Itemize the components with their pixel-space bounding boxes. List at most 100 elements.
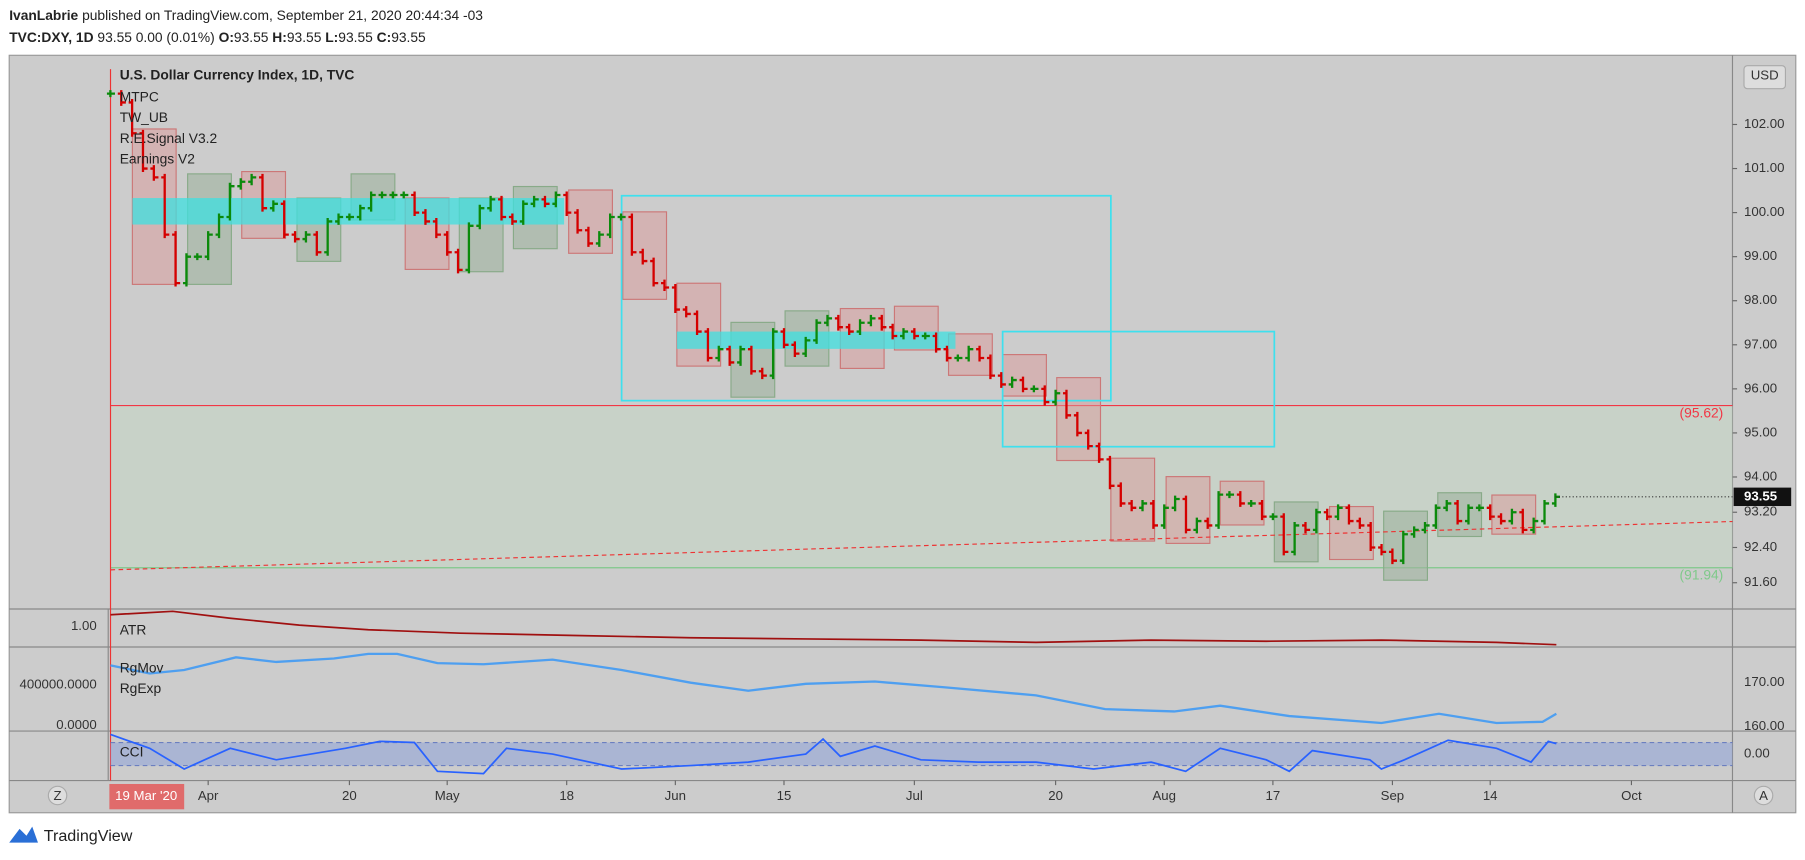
price-bar — [465, 222, 474, 274]
price-bar — [1388, 548, 1398, 565]
x-tick-label: 14 — [1483, 788, 1498, 803]
cyan-box — [1001, 330, 1276, 448]
price-bar — [1182, 495, 1191, 534]
change: 93.55 0.00 (0.01%) — [97, 29, 214, 45]
price-bar — [400, 191, 409, 199]
price-bar — [1302, 522, 1311, 534]
price-bar — [1193, 517, 1202, 534]
x-tick-label: 20 — [1048, 788, 1063, 803]
price-bar — [280, 200, 289, 239]
y-tick-label: 96.00 — [1744, 380, 1777, 395]
cyan-box — [620, 194, 1112, 402]
atr-line — [110, 610, 1557, 646]
header-line: IvanLabrie published on TradingView.com,… — [9, 7, 483, 23]
y-tick-label: 102.00 — [1744, 116, 1784, 131]
price-bar — [476, 204, 485, 230]
bars-layer — [106, 90, 1560, 565]
price-bar — [1454, 499, 1463, 525]
button-label[interactable]: A — [1759, 788, 1768, 803]
price-bar — [498, 195, 507, 221]
pane-label: ATR — [120, 622, 147, 638]
price-bar — [726, 345, 735, 366]
buy-box — [187, 173, 232, 285]
price-bar — [367, 191, 376, 212]
price-bar — [411, 191, 420, 217]
price-bar — [997, 372, 1006, 388]
price-bar — [965, 345, 974, 362]
logo — [9, 826, 38, 843]
y-tick-label: 91.60 — [1744, 574, 1777, 589]
price-bar — [1345, 504, 1354, 525]
price-bar — [530, 195, 539, 208]
price-bar — [780, 328, 789, 349]
price-bar — [1073, 411, 1082, 437]
price-bar — [1095, 442, 1104, 463]
sell-box — [1056, 377, 1102, 462]
published: published on TradingView.com, September … — [82, 7, 483, 23]
price-bar — [1041, 385, 1050, 406]
price-bar — [1541, 499, 1550, 525]
price-bar — [182, 253, 192, 287]
price-bar — [704, 328, 713, 362]
price-bar — [324, 217, 333, 256]
price-bar — [791, 341, 800, 358]
price-bar — [1269, 513, 1278, 521]
ohlc-key: O: — [219, 29, 234, 45]
ohlc-key: L: — [325, 29, 338, 45]
price-bar — [650, 257, 659, 287]
price-bar — [986, 354, 996, 380]
price-bar — [215, 213, 224, 239]
sell-box — [1110, 457, 1156, 542]
price-bar — [1258, 499, 1267, 521]
price-bar — [1084, 429, 1093, 450]
y-tick-label: 99.00 — [1744, 248, 1777, 263]
symbol: TVC:DXY, 1D — [9, 29, 93, 45]
y-tick-label: 95.00 — [1744, 424, 1777, 439]
price-bar — [1280, 513, 1289, 556]
price-bar — [313, 231, 322, 256]
price-bar — [259, 173, 268, 212]
price-bar — [248, 173, 257, 186]
indicator-label: Earnings V2 — [120, 151, 195, 167]
price-bar — [932, 332, 941, 353]
price-bar — [106, 90, 115, 98]
price-bar — [356, 204, 365, 221]
trend-line — [110, 520, 1733, 571]
price-bar — [661, 279, 670, 291]
price-bar — [422, 209, 431, 225]
button-label[interactable]: Z — [54, 788, 62, 803]
price-bar — [910, 328, 919, 340]
price-bar — [671, 284, 680, 313]
price-bar — [737, 345, 746, 366]
price-bar — [715, 345, 724, 362]
price-bar — [758, 367, 767, 380]
price-bar — [161, 173, 170, 239]
ohlc-value: 93.55 — [338, 29, 373, 45]
price-bar — [150, 165, 159, 181]
price-bar — [563, 191, 572, 217]
price-bar — [128, 98, 137, 137]
sell-box — [622, 211, 668, 300]
sell-box — [1165, 476, 1211, 544]
price-bar — [628, 213, 637, 256]
price-bar — [1475, 504, 1484, 512]
cyan-band — [132, 198, 565, 225]
button[interactable] — [1753, 785, 1774, 806]
price-bar — [747, 345, 757, 375]
x-tick-label: 18 — [559, 788, 574, 803]
indicator-label: MTPC — [120, 89, 159, 105]
price-bar — [1052, 389, 1061, 406]
price-bar — [269, 200, 278, 212]
price-bar — [845, 323, 854, 336]
price-bar — [237, 178, 246, 190]
price-bar — [1519, 508, 1528, 534]
price-bar — [1030, 385, 1039, 393]
x-tick-label: 20 — [342, 788, 357, 803]
ohlc-value: 93.55 — [391, 29, 426, 45]
price-bar — [541, 195, 550, 208]
level-label: (95.62) — [1680, 404, 1724, 420]
price-bar — [900, 328, 909, 340]
ohlc-value: 93.55 — [287, 29, 322, 45]
button[interactable] — [47, 785, 68, 806]
